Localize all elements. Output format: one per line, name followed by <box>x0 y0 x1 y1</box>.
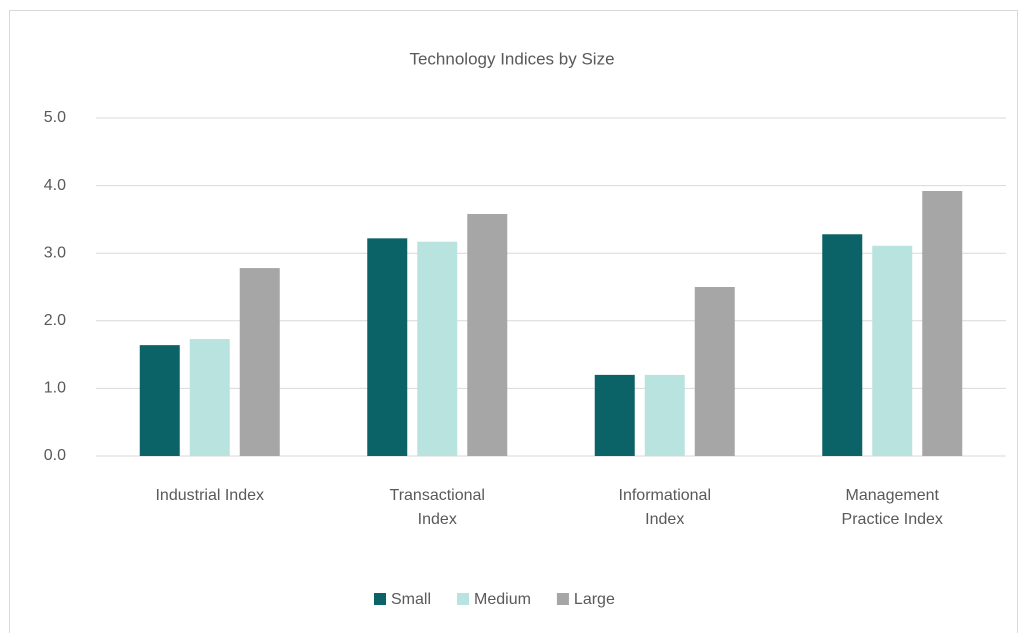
bar <box>694 287 735 456</box>
y-tick-label: 3.0 <box>44 244 66 261</box>
bar <box>644 374 685 456</box>
bar <box>872 245 913 456</box>
bar <box>417 241 458 456</box>
legend-label: Large <box>574 591 615 608</box>
y-tick-label: 1.0 <box>44 380 66 397</box>
chart-title: Technology Indices by Size <box>409 49 614 68</box>
y-tick-label: 5.0 <box>44 109 66 126</box>
bar <box>822 234 863 456</box>
x-tick-label: Management Practice Index <box>841 487 943 528</box>
bar <box>594 374 635 456</box>
bar <box>922 191 963 456</box>
x-tick-label-box: Industrial Index <box>155 487 264 504</box>
legend-label: Medium <box>474 591 531 608</box>
bar <box>239 268 280 456</box>
x-tick-label: Transactional Index <box>389 487 485 528</box>
bar <box>189 339 230 456</box>
x-tick-label-box: Transactional Index <box>389 487 485 528</box>
x-tick-label: Informational Index <box>618 487 712 528</box>
x-tick-label-box: Management Practice Index <box>841 487 943 528</box>
x-tick-label-box: Informational Index <box>618 487 712 528</box>
x-tick-label: Industrial Index <box>155 487 264 504</box>
bar <box>139 345 180 456</box>
y-tick-label: 4.0 <box>44 177 66 194</box>
bar <box>367 238 408 456</box>
legend-swatch <box>556 593 569 605</box>
bar <box>467 213 508 456</box>
y-tick-label: 0.0 <box>44 447 66 464</box>
y-tick-label: 2.0 <box>44 312 66 329</box>
legend-swatch <box>457 593 470 605</box>
legend-label: Small <box>391 591 431 608</box>
legend-swatch <box>374 593 386 605</box>
